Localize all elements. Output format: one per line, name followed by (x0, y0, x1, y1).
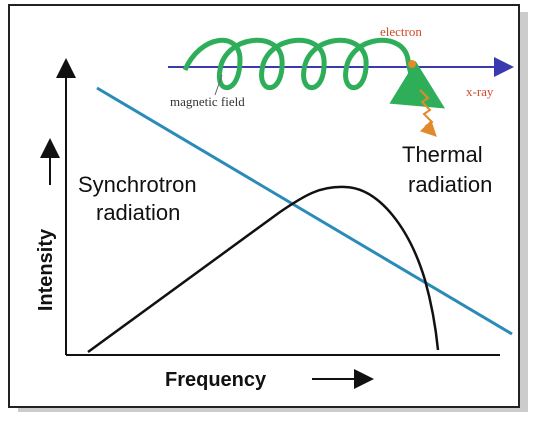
helix (182, 37, 446, 109)
thermal-label: radiation (408, 172, 492, 197)
field-label: magnetic field (170, 94, 245, 109)
thermal-label: Thermal (402, 142, 483, 167)
synchrotron-line (96, 86, 513, 336)
y-axis-label: Intensity (35, 228, 57, 311)
electron-dot (408, 60, 416, 68)
electron-label: electron (380, 24, 422, 39)
x-axis-label: Frequency (165, 369, 267, 391)
synchrotron-label: Synchrotron (78, 172, 197, 197)
xray-label: x-ray (466, 84, 494, 99)
field-pointer (214, 74, 223, 96)
xray-wave (419, 89, 437, 137)
thermal-curve (87, 185, 440, 354)
synchrotron-label: radiation (96, 200, 180, 225)
